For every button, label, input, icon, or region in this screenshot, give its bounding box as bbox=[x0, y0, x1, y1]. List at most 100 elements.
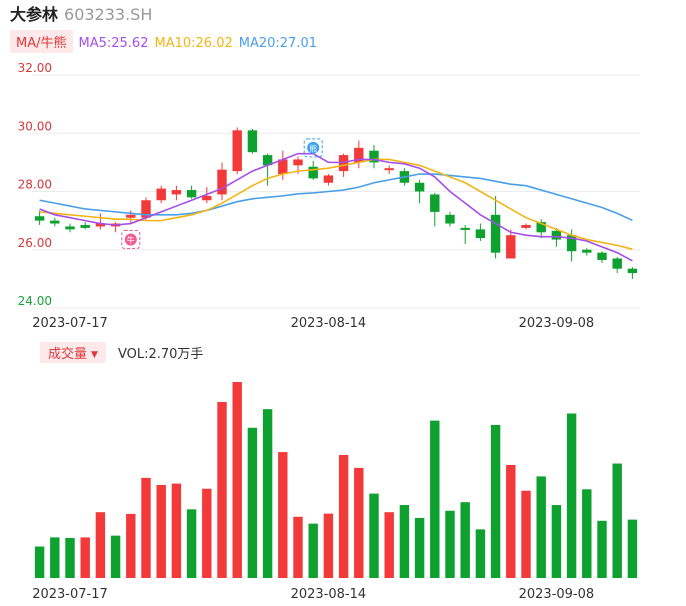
ma5-line bbox=[39, 152, 633, 262]
candle-body bbox=[566, 235, 577, 252]
candle-body bbox=[627, 268, 638, 274]
candle-body bbox=[460, 227, 470, 230]
candle-body bbox=[414, 182, 425, 192]
ma10-legend: MA10:26.02 bbox=[154, 36, 233, 51]
marker-badge bbox=[124, 233, 137, 246]
candle-body bbox=[354, 147, 364, 163]
volume-bar bbox=[308, 523, 318, 578]
price-chart[interactable]: 32.00 30.00 28.00 26.00 24.00 2023-07-17 2023-… bbox=[0, 0, 686, 330]
volume-bar bbox=[612, 463, 622, 578]
volume-bar bbox=[445, 510, 455, 578]
bull-icon: 牛 bbox=[121, 230, 141, 250]
candle-body bbox=[384, 168, 394, 171]
stock-header: 大参林 603233.SH bbox=[10, 4, 152, 26]
ma20-legend: MA20:27.01 bbox=[238, 36, 317, 51]
ma-bull-bear-toggle[interactable]: MA/牛熊 bbox=[10, 30, 73, 53]
candle-body bbox=[171, 190, 182, 195]
candle-body bbox=[126, 214, 136, 218]
volume-bar bbox=[65, 537, 75, 578]
ma20-line bbox=[39, 173, 633, 222]
volume-bar bbox=[293, 516, 303, 578]
candle-body bbox=[612, 258, 622, 269]
volume-bar bbox=[460, 502, 470, 578]
volume-legend: 成交量 ▼ VOL:2.70万手 bbox=[40, 342, 204, 363]
volume-bar bbox=[338, 454, 349, 578]
volume-bar bbox=[399, 505, 410, 578]
candle-body bbox=[232, 130, 242, 172]
x-tick-label: 2023-07-17 bbox=[32, 587, 108, 602]
volume-bar bbox=[597, 520, 607, 578]
marker-badge bbox=[307, 141, 320, 154]
candle-body bbox=[186, 190, 197, 198]
volume-bar bbox=[369, 493, 379, 578]
volume-bar bbox=[414, 517, 425, 578]
candle-body bbox=[536, 222, 546, 233]
candle-body bbox=[278, 159, 288, 175]
volume-bar bbox=[247, 427, 258, 578]
candle-body bbox=[141, 200, 151, 218]
stock-code: 603233.SH bbox=[64, 5, 153, 24]
volume-bar bbox=[490, 424, 501, 578]
marker-frame bbox=[303, 138, 323, 158]
marker-label: 熊 bbox=[309, 143, 317, 153]
volume-bar bbox=[323, 513, 334, 578]
marker-label: 牛 bbox=[127, 235, 135, 245]
volume-bar bbox=[126, 513, 136, 578]
candle-body bbox=[369, 150, 379, 163]
candle-body bbox=[156, 188, 166, 201]
candle-body bbox=[262, 155, 273, 166]
volume-bar bbox=[278, 452, 288, 578]
volume-bar bbox=[354, 467, 364, 578]
volume-indicator-dropdown[interactable]: 成交量 ▼ bbox=[40, 342, 106, 363]
volume-bar bbox=[34, 546, 45, 578]
candle-body bbox=[202, 195, 212, 201]
candle-body bbox=[597, 252, 607, 260]
volume-chart[interactable]: 2023-07-17 2023-08-14 2023-09-08 bbox=[0, 362, 686, 602]
volume-bar bbox=[521, 490, 531, 578]
volume-bar bbox=[110, 535, 121, 578]
volume-bar bbox=[141, 477, 151, 578]
volume-value: VOL:2.70万手 bbox=[117, 347, 204, 362]
candle-body bbox=[582, 249, 592, 253]
volume-bar bbox=[551, 505, 562, 578]
y-tick-label: 26.00 bbox=[18, 236, 52, 250]
candle-body bbox=[80, 224, 90, 228]
x-tick-label: 2023-08-14 bbox=[291, 587, 367, 602]
candle-body bbox=[247, 130, 258, 153]
stock-name: 大参林 bbox=[10, 5, 59, 24]
candle-body bbox=[551, 230, 562, 240]
volume-bar bbox=[50, 537, 60, 578]
volume-bar bbox=[430, 420, 440, 578]
candle-body bbox=[308, 166, 318, 179]
candle-body bbox=[445, 214, 455, 224]
candle-body bbox=[34, 216, 45, 221]
volume-bar bbox=[95, 512, 106, 578]
ma-legend: MA/牛熊 MA5:25.62 MA10:26.02 MA20:27.01 bbox=[10, 30, 317, 53]
y-tick-label: 24.00 bbox=[18, 294, 52, 308]
bear-icon: 熊 bbox=[303, 138, 323, 158]
volume-bar bbox=[186, 509, 197, 578]
marker-frame bbox=[121, 230, 141, 250]
caret-down-icon: ▼ bbox=[91, 350, 98, 360]
volume-bar bbox=[262, 409, 273, 578]
volume-bar bbox=[232, 382, 242, 578]
candle-body bbox=[475, 229, 486, 239]
candle-body bbox=[323, 175, 334, 183]
volume-bar bbox=[566, 413, 577, 578]
candle-body bbox=[490, 214, 501, 253]
candle-body bbox=[65, 226, 75, 230]
volume-bar bbox=[627, 519, 638, 578]
volume-bar bbox=[171, 483, 182, 578]
y-tick-label: 32.00 bbox=[18, 61, 52, 75]
x-tick-label: 2023-09-08 bbox=[519, 587, 595, 602]
volume-bar bbox=[202, 488, 212, 578]
candle-body bbox=[95, 223, 106, 227]
volume-bar bbox=[80, 537, 90, 578]
candle-body bbox=[430, 194, 440, 212]
x-tick-label: 2023-07-17 bbox=[32, 316, 108, 330]
x-tick-label: 2023-08-14 bbox=[291, 316, 367, 330]
volume-bar bbox=[506, 464, 516, 578]
candle-body bbox=[50, 220, 60, 224]
volume-bar bbox=[217, 402, 227, 578]
ma5-legend: MA5:25.62 bbox=[78, 36, 149, 51]
